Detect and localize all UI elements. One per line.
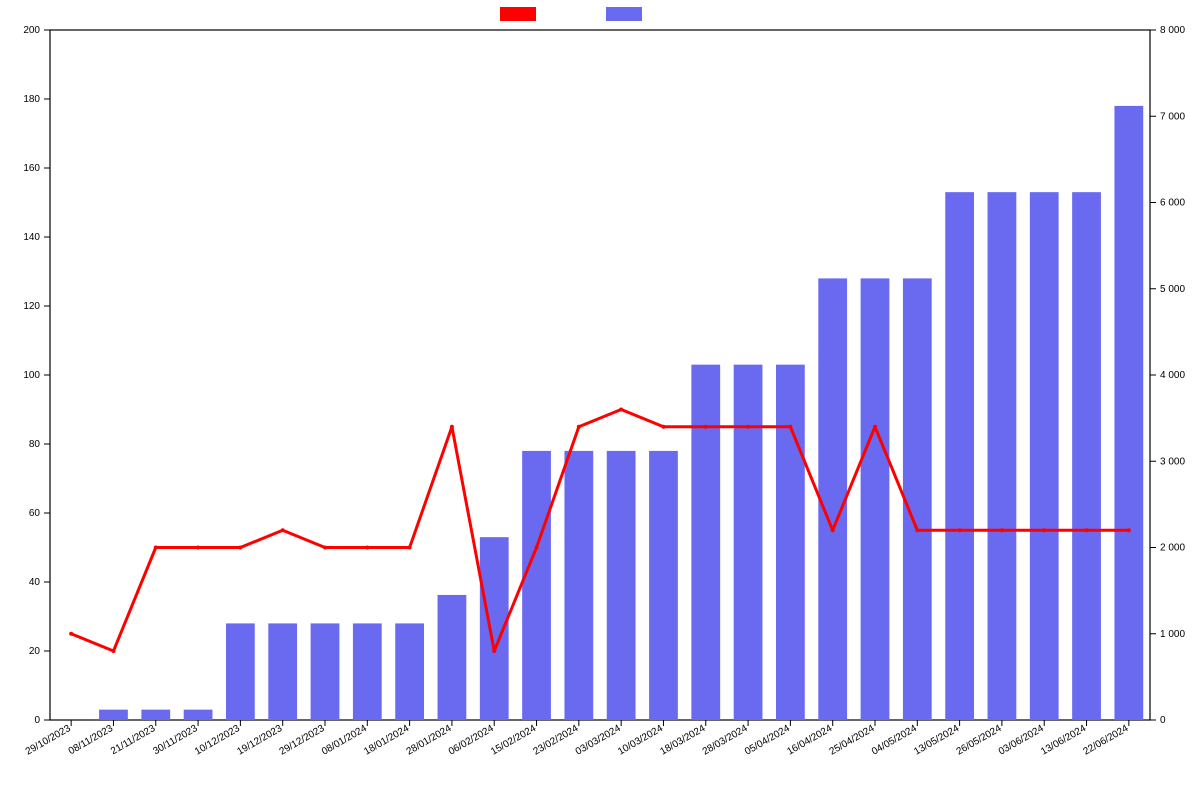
line-marker	[154, 546, 158, 550]
legend-swatch-line	[500, 7, 536, 21]
bar	[691, 365, 720, 720]
bar	[818, 278, 847, 720]
bar	[649, 451, 678, 720]
bar	[1030, 192, 1059, 720]
line-marker	[746, 425, 750, 429]
y-left-tick-label: 80	[29, 439, 41, 450]
bar	[861, 278, 890, 720]
bar	[353, 623, 382, 720]
y-left-tick-label: 0	[34, 715, 40, 726]
y-right-tick-label: 3 000	[1160, 456, 1185, 467]
bar	[945, 192, 974, 720]
y-right-tick-label: 6 000	[1160, 198, 1185, 209]
legend-swatch-bar	[606, 7, 642, 21]
y-right-tick-label: 8 000	[1160, 25, 1185, 36]
bar	[988, 192, 1017, 720]
y-left-tick-label: 200	[23, 25, 40, 36]
bar	[607, 451, 636, 720]
y-left-tick-label: 20	[29, 646, 41, 657]
line-marker	[111, 649, 115, 653]
bar	[395, 623, 424, 720]
y-left-tick-label: 120	[23, 301, 40, 312]
line-marker	[535, 546, 539, 550]
line-marker	[873, 425, 877, 429]
bar	[522, 451, 551, 720]
line-marker	[704, 425, 708, 429]
line-marker	[323, 546, 327, 550]
line-marker	[958, 528, 962, 532]
line-marker	[788, 425, 792, 429]
bar	[99, 710, 128, 720]
y-right-tick-label: 0	[1160, 715, 1166, 726]
bar	[564, 451, 593, 720]
bar	[903, 278, 932, 720]
bar	[1114, 106, 1143, 720]
line-marker	[1127, 528, 1131, 532]
bar	[268, 623, 297, 720]
line-marker	[1042, 528, 1046, 532]
line-marker	[281, 528, 285, 532]
line-marker	[408, 546, 412, 550]
y-right-tick-label: 1 000	[1160, 629, 1185, 640]
y-left-tick-label: 40	[29, 577, 41, 588]
y-left-tick-label: 140	[23, 232, 40, 243]
bar	[226, 623, 255, 720]
line-marker	[831, 528, 835, 532]
bar	[311, 623, 340, 720]
bar	[776, 365, 805, 720]
line-marker	[450, 425, 454, 429]
bar	[184, 710, 213, 720]
bar	[1072, 192, 1101, 720]
combo-chart: 0 20 40 60 80 100 120 140 160 180 200 0 1 000 2 000 3 …	[0, 0, 1200, 800]
bar	[734, 365, 763, 720]
line-marker	[577, 425, 581, 429]
y-right-tick-label: 4 000	[1160, 370, 1185, 381]
line-marker	[238, 546, 242, 550]
line-marker	[1000, 528, 1004, 532]
line-marker	[915, 528, 919, 532]
line-marker	[619, 408, 623, 412]
line-marker	[492, 649, 496, 653]
y-left-tick-label: 160	[23, 163, 40, 174]
bar	[438, 595, 467, 720]
line-marker	[196, 546, 200, 550]
y-left-tick-label: 180	[23, 94, 40, 105]
line-marker	[69, 632, 73, 636]
line-marker	[661, 425, 665, 429]
bar	[141, 710, 170, 720]
y-right-tick-label: 5 000	[1160, 284, 1185, 295]
line-marker	[1085, 528, 1089, 532]
y-left-tick-label: 60	[29, 508, 41, 519]
y-right-tick-label: 2 000	[1160, 543, 1185, 554]
y-right-tick-label: 7 000	[1160, 111, 1185, 122]
y-left-tick-label: 100	[23, 370, 40, 381]
line-marker	[365, 546, 369, 550]
